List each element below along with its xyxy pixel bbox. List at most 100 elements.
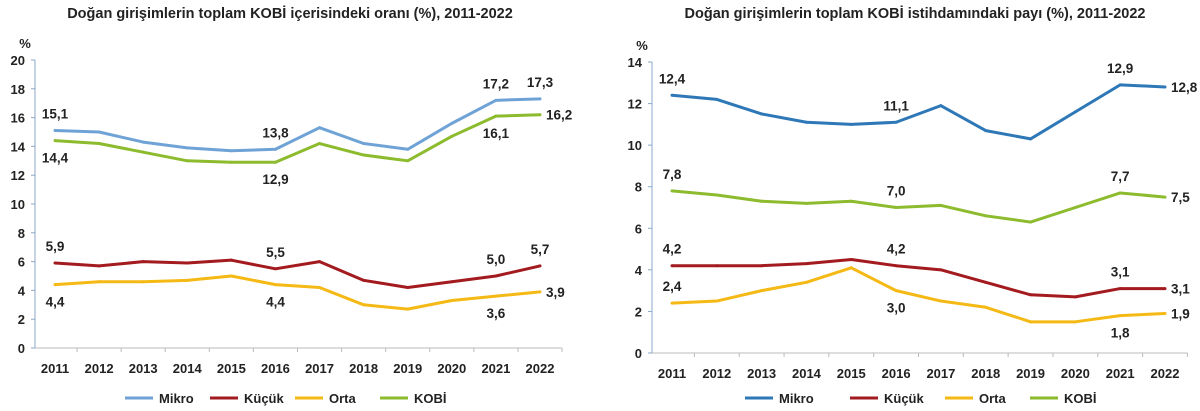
data-point [1163,195,1167,199]
data-point [450,280,454,284]
data-point [53,139,57,143]
x-tick-label: 2014 [792,366,822,381]
data-point [318,142,322,146]
x-tick-label: 2015 [217,361,246,376]
data-point [450,134,454,138]
data-point [715,299,719,303]
legend-label: Orta [979,391,1007,406]
legend-label: KOBİ [414,391,447,406]
x-tick-label: 2018 [349,361,378,376]
x-tick-label: 2019 [393,361,422,376]
data-label: 12,9 [262,172,288,187]
data-label: 7,5 [1171,190,1190,205]
data-point [538,97,542,101]
y-tick-label: 2 [18,312,25,327]
y-tick-label: 12 [11,168,25,183]
data-point [1073,295,1077,299]
y-tick-label: 14 [11,139,26,154]
data-point [849,266,853,270]
data-point [273,267,277,271]
legend-label: Orta [329,391,357,406]
data-label: 3,1 [1111,265,1130,280]
x-tick-label: 2012 [702,366,731,381]
x-tick-label: 2014 [173,361,203,376]
data-label: 4,4 [46,295,65,310]
data-point [670,301,674,305]
data-point [538,290,542,294]
data-point [849,199,853,203]
data-label: 1,8 [1111,326,1130,341]
data-point [715,193,719,197]
data-point [849,122,853,126]
data-point [185,278,189,282]
x-tick-label: 2013 [747,366,776,381]
x-tick-label: 2011 [41,361,69,376]
data-point [715,97,719,101]
series-line-mikro [671,83,1166,141]
data-label: 5,0 [487,252,506,267]
data-label: 5,9 [46,239,65,254]
series-line-orta [671,266,1166,324]
data-point [1073,110,1077,114]
x-tick-label: 2011 [658,366,686,381]
data-point [53,261,57,265]
data-point [141,150,145,154]
data-point [538,264,542,268]
y-axis-label: % [636,38,648,53]
legend-label: Küçük [884,391,925,406]
y-tick-label: 8 [635,180,642,195]
y-tick-label: 20 [11,53,25,68]
data-point [939,203,943,207]
data-point [53,283,57,287]
data-label: 4,2 [663,242,682,257]
legend-label: Mikro [159,391,194,406]
data-point [1029,293,1033,297]
data-label: 2,4 [663,279,682,294]
data-point [406,286,410,290]
data-point [406,147,410,151]
x-tick-label: 2021 [1106,366,1135,381]
data-point [494,98,498,102]
data-point [318,286,322,290]
x-tick-label: 2017 [926,366,955,381]
data-label: 15,1 [42,107,69,122]
y-tick-label: 0 [635,346,642,361]
x-tick-label: 2019 [1016,366,1045,381]
data-label: 3,1 [1171,282,1190,297]
data-point [97,142,101,146]
legend-label: KOBİ [1064,391,1097,406]
data-point [939,299,943,303]
data-label: 7,7 [1111,169,1130,184]
data-point [939,104,943,108]
data-point [362,303,366,307]
x-tick-label: 2015 [837,366,866,381]
data-point [406,159,410,163]
data-label: 16,1 [483,126,510,141]
data-point [97,280,101,284]
data-point [670,264,674,268]
data-point [538,113,542,117]
series-line-küçük [672,257,1165,299]
y-tick-label: 2 [635,304,642,319]
data-label: 3,6 [487,306,506,321]
data-label: 4,4 [266,295,285,310]
series-line-orta [54,274,541,311]
y-tick-label: 4 [18,283,26,298]
data-point [229,149,233,153]
x-tick-label: 2017 [305,361,334,376]
data-point [1118,191,1122,195]
data-label: 7,8 [663,167,682,182]
data-point [318,260,322,264]
data-point [362,153,366,157]
data-point [494,294,498,298]
legend-label: Küçük [244,391,285,406]
data-point [185,261,189,265]
data-point [670,189,674,193]
data-point [450,298,454,302]
data-point [984,214,988,218]
y-tick-label: 0 [18,341,25,356]
data-point [894,206,898,209]
data-point [715,264,719,268]
data-label: 16,2 [546,108,572,123]
